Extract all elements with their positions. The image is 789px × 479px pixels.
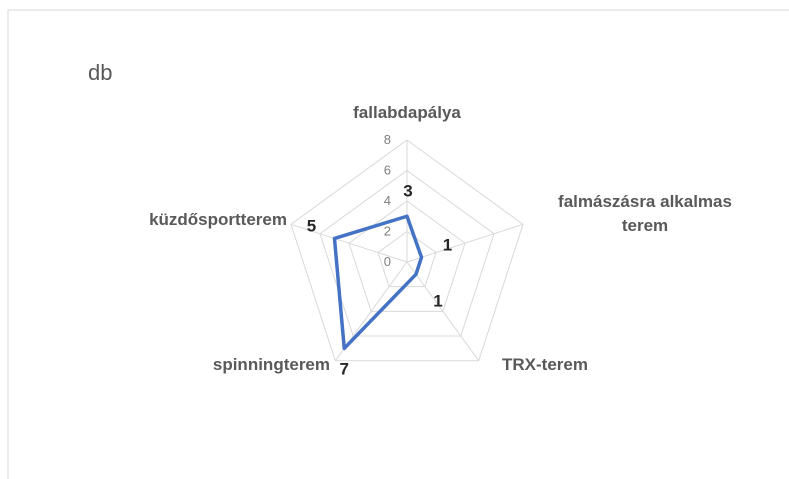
data-label: 5: [307, 216, 316, 235]
grid-ring: [377, 230, 437, 288]
y-tick-label: 0: [384, 254, 391, 269]
data-label: 3: [403, 181, 412, 200]
y-tick-label: 8: [384, 132, 391, 147]
category-label: TRX-terem: [502, 355, 588, 374]
y-tick-label: 6: [384, 163, 391, 178]
spoke: [406, 223, 524, 263]
grid-ring: [348, 200, 466, 312]
spoke: [290, 223, 408, 263]
data-label: 1: [443, 235, 452, 254]
data-label: 1: [433, 291, 442, 310]
category-label: fallabdapálya: [353, 103, 461, 122]
spoke: [406, 261, 480, 361]
chart-border: [7, 9, 789, 479]
y-tick-label: 2: [384, 224, 391, 239]
y-tick-label: 4: [384, 193, 391, 208]
series-line: [332, 214, 424, 351]
category-label: spinningterem: [212, 355, 330, 374]
data-label: 7: [340, 359, 349, 378]
category-label: falmászásra alkalmas terem: [558, 192, 732, 235]
category-label: küzdősportterem: [149, 210, 287, 229]
grid-ring: [319, 169, 495, 337]
chart-title: db: [88, 60, 113, 85]
grid-ring: [290, 139, 524, 362]
